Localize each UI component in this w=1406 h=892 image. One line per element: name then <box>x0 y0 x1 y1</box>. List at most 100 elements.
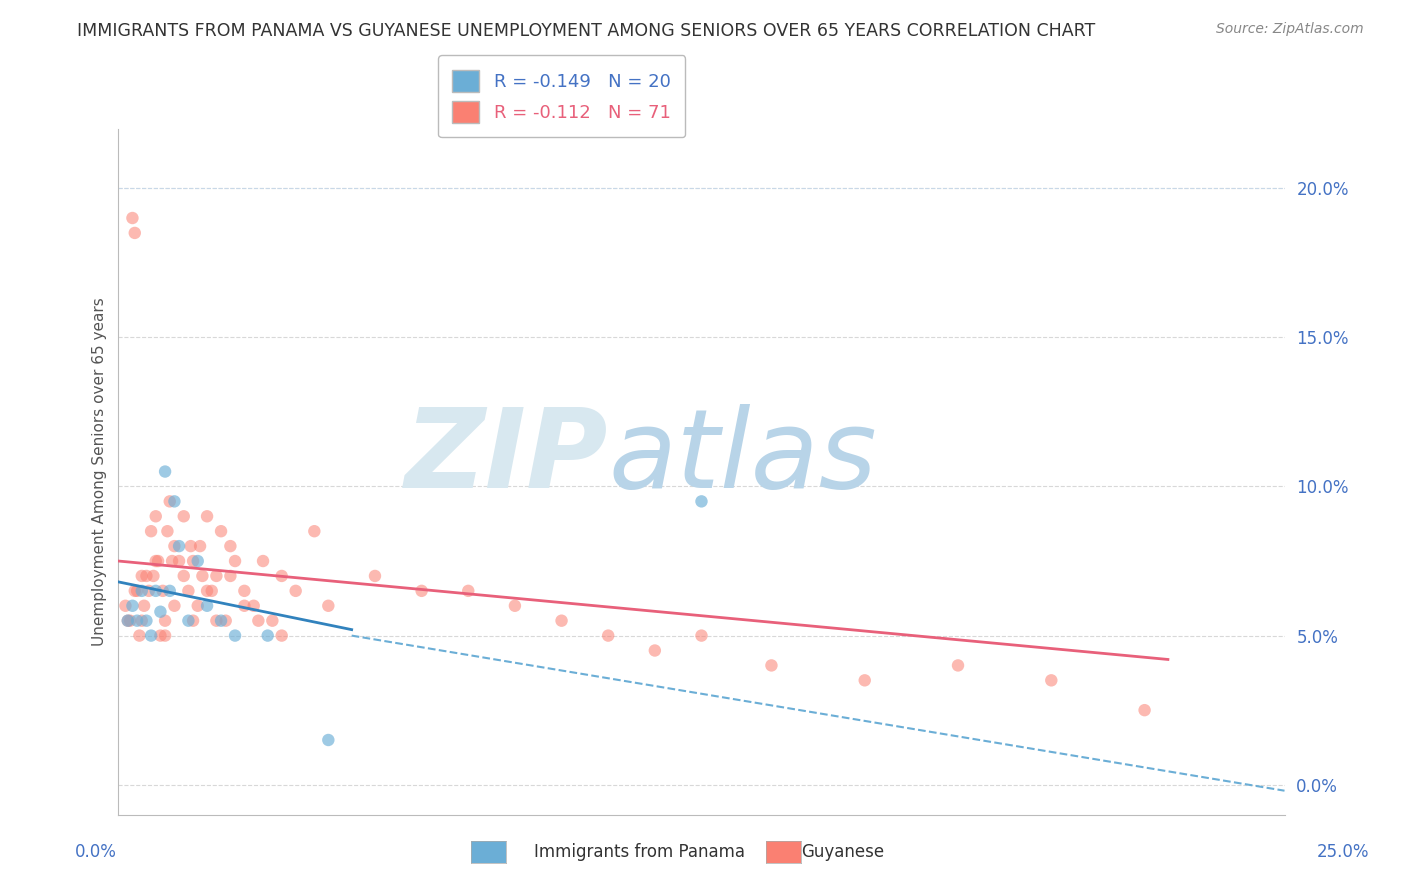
Point <box>304 524 326 539</box>
Point <box>690 494 713 508</box>
Point <box>167 539 190 553</box>
Point <box>177 583 200 598</box>
Point <box>195 509 218 524</box>
Point <box>121 211 143 225</box>
Point <box>135 569 157 583</box>
Point <box>124 583 146 598</box>
Point <box>1133 703 1156 717</box>
Point <box>114 599 136 613</box>
Point <box>644 643 666 657</box>
Point <box>152 583 174 598</box>
Point <box>131 583 153 598</box>
Text: Immigrants from Panama: Immigrants from Panama <box>534 843 745 861</box>
Point <box>160 554 183 568</box>
Point <box>690 629 713 643</box>
Point <box>127 614 149 628</box>
Point <box>128 629 150 643</box>
Point <box>205 569 228 583</box>
Point <box>153 614 176 628</box>
Legend: R = -0.149   N = 20, R = -0.112   N = 71: R = -0.149 N = 20, R = -0.112 N = 71 <box>437 55 685 137</box>
Point <box>270 569 292 583</box>
Point <box>139 524 162 539</box>
Point <box>209 614 232 628</box>
Point <box>173 569 195 583</box>
Y-axis label: Unemployment Among Seniors over 65 years: Unemployment Among Seniors over 65 years <box>93 297 107 646</box>
Point <box>163 599 186 613</box>
Text: atlas: atlas <box>609 404 877 511</box>
Point <box>117 614 139 628</box>
Point <box>224 554 246 568</box>
Point <box>120 614 142 628</box>
Point <box>318 733 340 747</box>
Point <box>550 614 572 628</box>
Point <box>252 554 274 568</box>
Point <box>159 583 181 598</box>
Point <box>135 614 157 628</box>
Point <box>242 599 264 613</box>
Point <box>219 569 242 583</box>
Point <box>284 583 307 598</box>
Point <box>233 583 256 598</box>
Point <box>195 599 218 613</box>
Point <box>191 569 214 583</box>
Point <box>127 583 149 598</box>
Point <box>156 524 179 539</box>
Point <box>121 599 143 613</box>
Point <box>219 539 242 553</box>
Point <box>163 539 186 553</box>
Point <box>131 614 153 628</box>
Point <box>153 629 176 643</box>
Point <box>188 539 211 553</box>
Point <box>145 583 167 598</box>
Point <box>117 614 139 628</box>
Point <box>138 583 160 598</box>
Point <box>139 629 162 643</box>
Point <box>270 629 292 643</box>
Point <box>146 554 169 568</box>
Text: IMMIGRANTS FROM PANAMA VS GUYANESE UNEMPLOYMENT AMONG SENIORS OVER 65 YEARS CORR: IMMIGRANTS FROM PANAMA VS GUYANESE UNEMP… <box>77 22 1095 40</box>
Point <box>209 524 232 539</box>
Point <box>853 673 876 688</box>
Point <box>149 629 172 643</box>
Text: Guyanese: Guyanese <box>801 843 884 861</box>
Point <box>233 599 256 613</box>
Point <box>145 554 167 568</box>
Point <box>205 614 228 628</box>
Point <box>181 554 204 568</box>
Point <box>224 629 246 643</box>
Point <box>247 614 270 628</box>
Point <box>1040 673 1063 688</box>
Point <box>364 569 387 583</box>
Point <box>215 614 238 628</box>
Point <box>173 509 195 524</box>
Point <box>457 583 479 598</box>
Point <box>124 226 146 240</box>
Point <box>132 599 155 613</box>
Text: 0.0%: 0.0% <box>75 843 117 861</box>
Point <box>195 583 218 598</box>
Point <box>201 583 224 598</box>
Point <box>256 629 278 643</box>
Point <box>159 494 181 508</box>
Text: Source: ZipAtlas.com: Source: ZipAtlas.com <box>1216 22 1364 37</box>
Point <box>318 599 340 613</box>
Point <box>411 583 433 598</box>
Point <box>177 614 200 628</box>
Text: ZIP: ZIP <box>405 404 609 511</box>
Point <box>187 599 209 613</box>
Text: 25.0%: 25.0% <box>1316 843 1369 861</box>
Point <box>131 569 153 583</box>
Point <box>163 494 186 508</box>
Point <box>761 658 783 673</box>
Point <box>181 614 204 628</box>
Point <box>262 614 284 628</box>
Point <box>946 658 969 673</box>
Point <box>167 554 190 568</box>
Point <box>153 465 176 479</box>
Point <box>180 539 202 553</box>
Point <box>598 629 620 643</box>
Point <box>145 509 167 524</box>
Point <box>503 599 526 613</box>
Point <box>187 554 209 568</box>
Point <box>149 605 172 619</box>
